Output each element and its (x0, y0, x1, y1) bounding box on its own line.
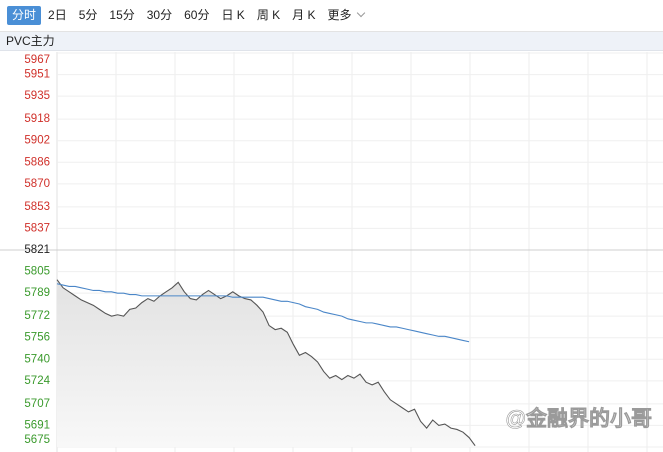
tab[interactable]: 2日 (48, 8, 67, 22)
tab[interactable]: 15分 (109, 8, 135, 22)
y-tick-label: 5821 (24, 244, 50, 256)
y-tick-label: 5886 (24, 156, 50, 168)
y-tick-label: 5805 (24, 266, 50, 278)
tab[interactable]: 5分 (78, 8, 98, 22)
instrument-bar: PVC主力 (0, 32, 663, 51)
y-tick-label: 5756 (24, 332, 50, 344)
watermark: @金融界的小哥 (506, 407, 652, 431)
instrument-name: PVC主力 (6, 34, 55, 48)
y-tick-label: 5935 (24, 90, 50, 102)
y-tick-label: 5853 (24, 201, 50, 213)
y-tick-label: 5707 (24, 398, 50, 410)
average-line (56, 283, 470, 343)
y-tick-label: 5789 (24, 287, 50, 299)
tab[interactable]: 30分 (146, 8, 173, 22)
tab[interactable]: 月 K (292, 8, 316, 22)
tab[interactable]: 周 K (256, 8, 281, 22)
tab[interactable]: 更多 (323, 6, 369, 25)
tab[interactable]: 60分 (184, 8, 210, 22)
price-line (56, 279, 476, 446)
y-tick-label: 5967 (24, 54, 50, 66)
y-tick-label: 5724 (24, 375, 50, 387)
y-tick-label: 5691 (24, 419, 50, 431)
y-tick-label: 5772 (24, 310, 50, 322)
price-area (57, 279, 476, 447)
y-tick-label: 5951 (24, 69, 50, 81)
y-tick-label: 5740 (24, 353, 50, 365)
tab[interactable]: 日 K (221, 8, 245, 22)
y-tick-label: 5902 (24, 135, 50, 147)
y-tick-label: 5675 (24, 434, 50, 446)
y-tick-label: 5870 (24, 178, 50, 190)
y-tick-label: 5837 (24, 222, 50, 234)
tab[interactable]: 分时 (7, 6, 42, 25)
tab-bar: 分时 2日 5分 15分 30分 60分日 K 周 K 月 K 更多 (0, 0, 663, 32)
y-tick-label: 5918 (24, 113, 50, 125)
